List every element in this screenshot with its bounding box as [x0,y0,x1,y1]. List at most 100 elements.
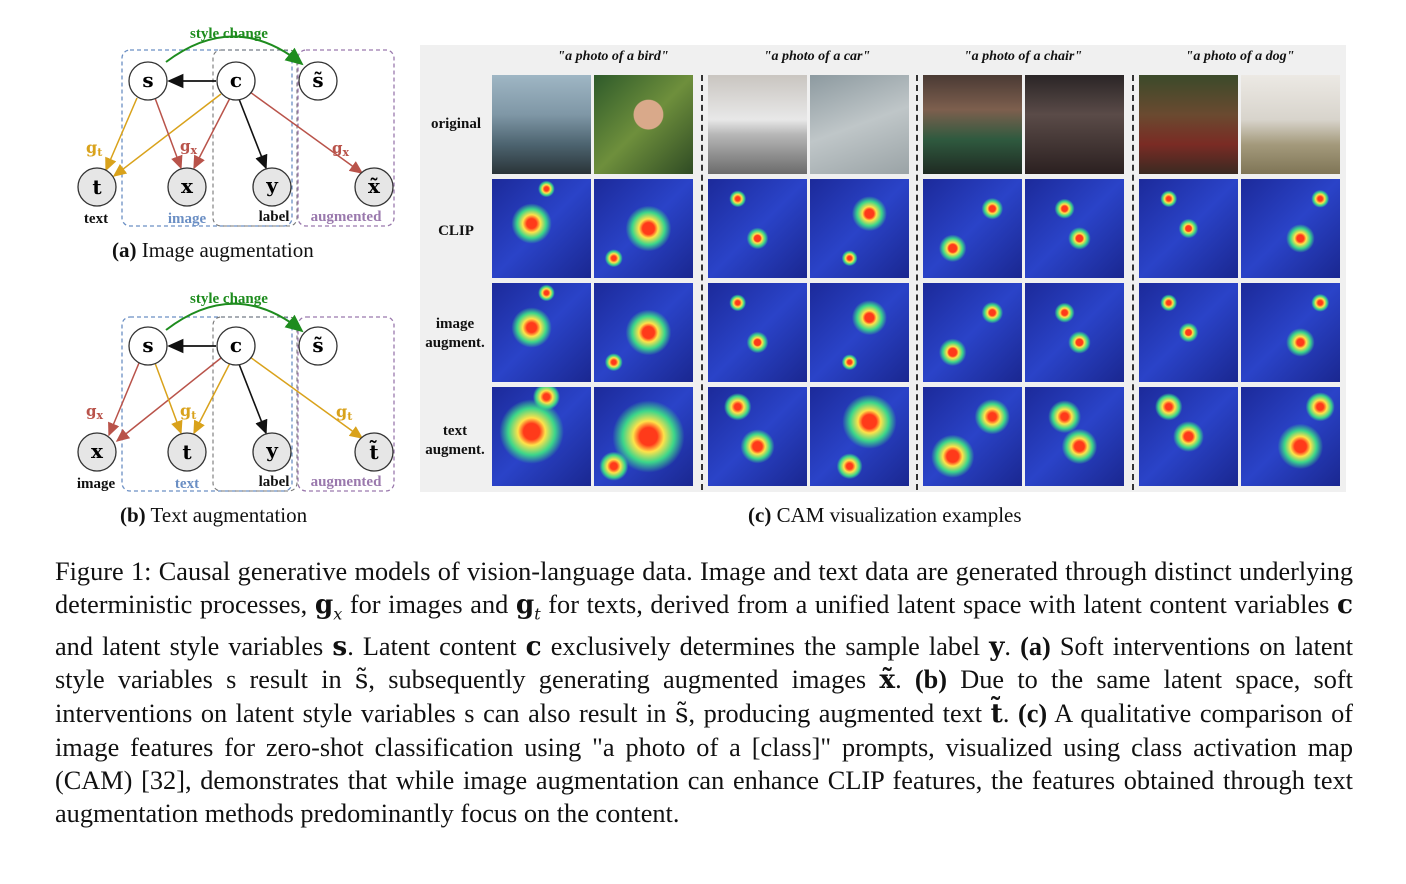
svg-text:s̃: s̃ [312,68,323,92]
caption-label: label [259,209,290,225]
cam-heatmap [810,283,909,382]
svg-text:x: x [91,439,104,463]
diagram-a: style change gt gx gx s c s̃ t x y x̃ te… [77,26,395,227]
edge-label-gt: gt [180,401,197,422]
cam-heatmap [923,179,1022,278]
svg-text:c: c [230,333,242,357]
node-s: s [128,61,168,101]
diagram-b: style change gx gt gt s c s̃ x t y t̃ im… [77,291,395,492]
separator [1132,75,1134,490]
cam-heatmap [594,179,693,278]
node-x-tilde: x̃ [354,167,394,207]
cam-heatmap [1025,387,1124,486]
svg-text:s: s [142,68,153,92]
node-c: c [216,326,256,366]
figure-caption: Figure 1: Causal generative models of vi… [55,557,1353,829]
caption-label: label [259,474,290,490]
original-photo [708,75,807,174]
svg-text:c: c [230,68,242,92]
cam-heatmap [1139,387,1238,486]
node-y: y [252,432,292,472]
svg-text:s̃: s̃ [312,333,323,357]
node-c: c [216,61,256,101]
cam-heatmap [923,387,1022,486]
node-t: t [77,167,117,207]
label-group-box [212,49,298,227]
caption-image: image [77,476,116,492]
caption-text: text [175,476,199,492]
original-photo [594,75,693,174]
cam-heatmap [1025,179,1124,278]
separator [916,75,918,490]
style-change-label: style change [190,291,268,307]
cam-heatmap [594,387,693,486]
svg-text:s: s [142,333,153,357]
style-change-arrow [165,35,304,66]
cam-heatmap [923,283,1022,382]
panel-c-caption: (c) CAM visualization examples [748,503,1022,527]
caption-augmented: augmented [311,209,382,225]
node-s-tilde: s̃ [298,61,338,101]
row-header-original: original [430,116,481,132]
node-x: x [77,432,117,472]
cam-heatmap [708,283,807,382]
svg-text:x̃: x̃ [368,174,381,198]
cam-heatmap [1241,283,1340,382]
separator [701,75,703,490]
svg-text:t̃: t̃ [369,439,379,464]
panel-a-caption: (a) Image augmentation [112,238,314,262]
cam-heatmap [810,387,909,486]
original-photo [923,75,1022,174]
cam-heatmap [492,179,591,278]
original-photo [492,75,591,174]
column-header-bird: "a photo of a bird" [557,49,669,64]
node-x: x [167,167,207,207]
cam-heatmap [492,387,591,486]
original-photo [1025,75,1124,174]
cam-heatmap [594,283,693,382]
original-photo [1241,75,1340,174]
row-header-image-augment: image augment. [425,316,485,351]
svg-text:t: t [92,175,102,199]
panel-b-caption: (b) Text augmentation [120,503,308,527]
column-header-car: "a photo of a car" [763,49,871,64]
augmented-group-box [297,49,395,227]
svg-text:t: t [182,440,192,464]
caption-augmented: augmented [311,474,382,490]
cam-heatmap [1139,283,1238,382]
cam-heatmap [1139,179,1238,278]
cam-heatmap [708,179,807,278]
cam-grid: "a photo of a bird" "a photo of a car" "… [420,45,1346,492]
edge-label-gx: gx [180,137,198,157]
svg-text:y: y [265,173,279,197]
node-t: t [167,432,207,472]
cam-heatmap [1241,179,1340,278]
edge-label-gx: gx [86,402,104,422]
column-header-chair: "a photo of a chair" [963,49,1083,64]
svg-text:x: x [181,174,194,198]
edge-label-gx-aug: gx [332,139,350,159]
node-s-tilde: s̃ [298,326,338,366]
original-photo [1139,75,1238,174]
cam-heatmap [1241,387,1340,486]
node-s: s [128,326,168,366]
row-header-text-augment: text augment. [425,423,485,458]
cam-heatmap [810,179,909,278]
original-photo [810,75,909,174]
image-group-box [121,49,293,227]
style-change-arrow [165,302,304,333]
cam-heatmap [492,283,591,382]
edge-label-gt: gt [86,138,103,159]
row-header-clip: CLIP [438,223,474,239]
node-y: y [252,167,292,207]
caption-image: image [168,211,207,227]
column-header-dog: "a photo of a dog" [1185,49,1295,64]
augmented-group-box [297,316,395,492]
node-t-tilde: t̃ [354,432,394,472]
style-change-label: style change [190,26,268,42]
cam-heatmap [1025,283,1124,382]
svg-text:y: y [265,438,279,462]
caption-text: text [84,211,108,227]
cam-heatmap [708,387,807,486]
edge-label-gt-aug: gt [336,402,353,423]
